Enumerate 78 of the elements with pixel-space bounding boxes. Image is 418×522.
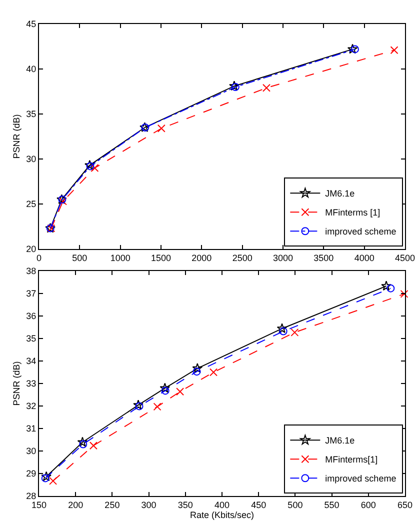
x-tick-label: 1500: [150, 252, 172, 263]
y-tick-label: 35: [26, 109, 36, 120]
point: [192, 363, 203, 373]
x-tick-label: 3000: [272, 252, 294, 263]
point: [160, 382, 170, 393]
y-tick-label: 40: [26, 64, 36, 74]
y-tick-label: 34: [26, 356, 36, 366]
point: [279, 327, 288, 336]
y-tick-label: 28: [26, 491, 36, 502]
x-tick-label: 500: [288, 500, 303, 510]
point: [161, 386, 170, 395]
point: [89, 442, 98, 450]
point: [400, 290, 408, 298]
y-tick-label: 35: [26, 334, 36, 344]
point: [133, 400, 144, 410]
y-tick-label: 20: [26, 244, 36, 254]
y-tick-label: 38: [26, 266, 36, 276]
point: [79, 440, 88, 448]
point: [350, 45, 359, 54]
x-tick-label: 300: [141, 500, 156, 510]
point: [386, 284, 395, 292]
x-tick-label: 4000: [354, 252, 374, 263]
point: [290, 328, 299, 336]
legend-label: improved scheme: [325, 226, 396, 237]
point: [90, 164, 99, 172]
point: [84, 160, 95, 170]
legend-label: JM6.1e: [325, 436, 355, 446]
point: [390, 46, 398, 54]
x-tick-label: 150: [31, 500, 47, 510]
x-tick-label: 500: [72, 252, 88, 263]
x-tick-label: 4500: [394, 252, 416, 263]
x-tick-label: 650: [397, 500, 413, 510]
x-tick-label: 2000: [192, 252, 212, 263]
point: [41, 471, 52, 482]
x-tick-label: 600: [360, 500, 376, 510]
point: [176, 388, 184, 396]
point: [41, 474, 50, 482]
x-tick-label: 1000: [110, 252, 130, 263]
y-axis-title: PSNR (dB): [12, 114, 22, 159]
y-tick-label: 32: [26, 401, 36, 412]
y-tick-label: 31: [26, 424, 36, 434]
legend-label: improved scheme: [325, 474, 396, 484]
y-tick-label: 30: [26, 446, 36, 456]
legend-label: JM6.1e: [325, 188, 355, 199]
x-tick-label: 550: [324, 500, 340, 510]
y-tick-label: 33: [26, 378, 36, 389]
point: [381, 280, 392, 291]
point: [347, 44, 358, 54]
point: [86, 162, 94, 170]
point: [157, 124, 166, 132]
x-tick-label: 0: [36, 252, 42, 263]
point: [210, 368, 218, 376]
y-tick-label: 37: [26, 288, 36, 299]
y-tick-label: 45: [26, 19, 36, 30]
point: [49, 476, 58, 485]
point: [262, 84, 270, 92]
x-axis-title: Rate (Kbits/sec): [190, 510, 254, 520]
x-tick-label: 350: [178, 500, 193, 510]
x-tick-label: 200: [68, 500, 84, 510]
legend-label: MFinterms [1]: [325, 208, 380, 218]
legend-label: MFinterms[1]: [325, 454, 378, 465]
point: [153, 402, 162, 411]
x-tick-label: 250: [104, 500, 120, 510]
point: [192, 368, 201, 376]
point: [77, 436, 88, 447]
point: [231, 83, 240, 91]
point: [276, 323, 288, 334]
y-axis-title: PSNR (dB): [12, 361, 22, 406]
y-tick-label: 30: [26, 154, 36, 164]
x-tick-label: 2500: [232, 252, 252, 263]
y-tick-label: 25: [26, 199, 36, 210]
x-tick-label: 3500: [314, 252, 334, 263]
y-tick-label: 36: [26, 311, 36, 322]
point: [229, 80, 240, 91]
point: [135, 402, 144, 410]
y-tick-label: 29: [26, 468, 36, 479]
x-tick-label: 400: [214, 500, 230, 510]
x-tick-label: 450: [251, 500, 266, 510]
